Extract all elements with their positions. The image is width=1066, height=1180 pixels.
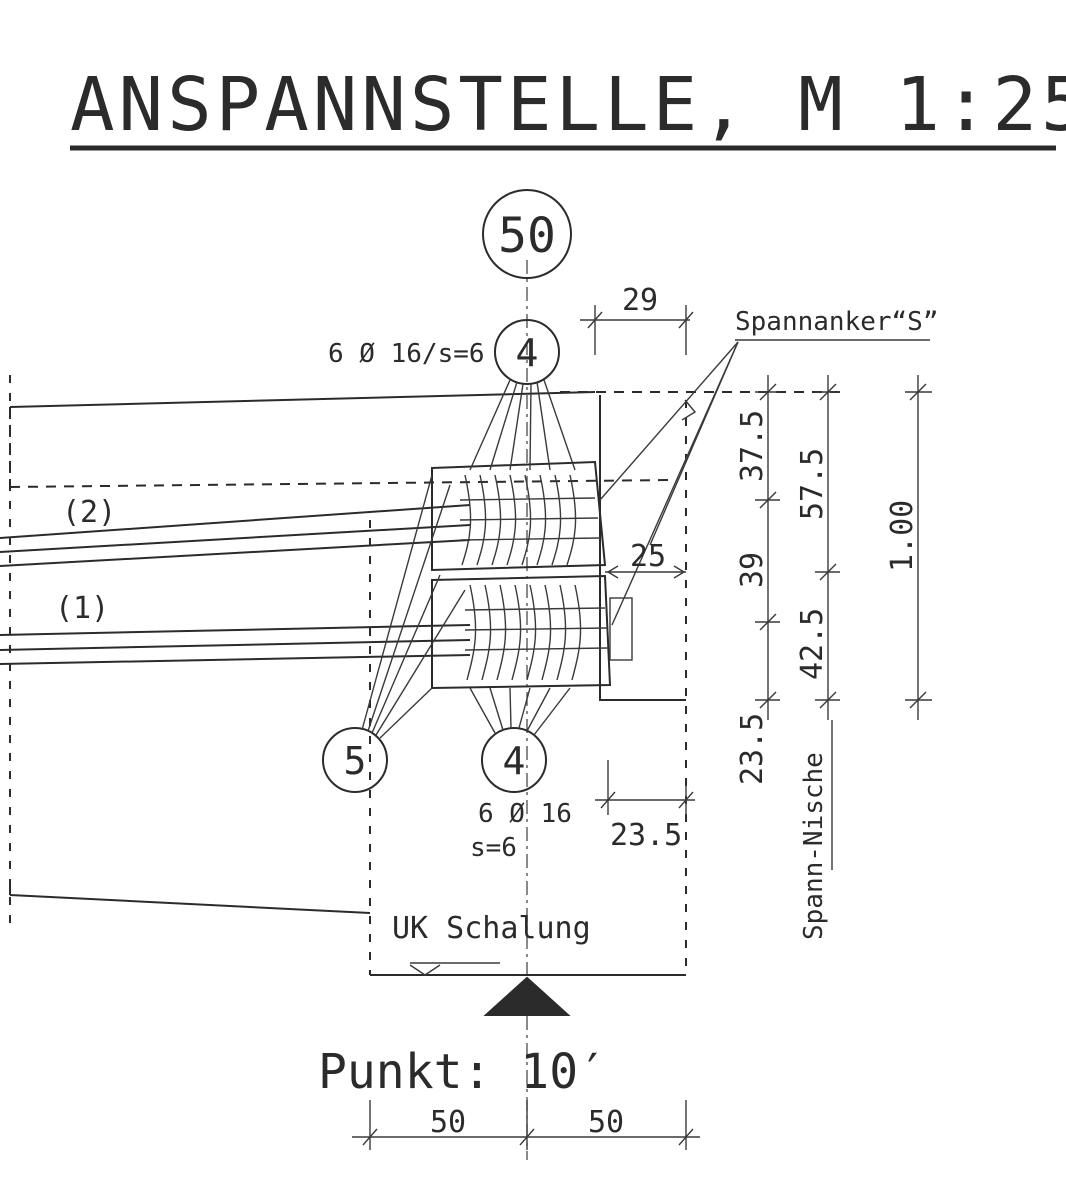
rebar-mark-top: 4 — [469, 319, 576, 471]
dim-total: 1.00 — [885, 375, 932, 720]
point-marker-triangle — [483, 976, 571, 1016]
rebar-mark-bottom: 4 — [469, 687, 571, 793]
niche-outline — [369, 395, 687, 976]
dim-chain-1-a: 37.5 — [735, 410, 770, 482]
formwork-label: UK Schalung — [392, 911, 591, 946]
anchor-callout: Spannanker“S” — [599, 307, 939, 626]
rebar-bottom-label-line1: 6 Ø 16 — [478, 799, 572, 829]
dim-base-left: 50 — [430, 1105, 466, 1140]
dim-chain-2-a: 57.5 — [795, 448, 830, 520]
dim-total-value: 1.00 — [885, 500, 920, 572]
point-label: Punkt: 10′ — [318, 1044, 607, 1100]
dim-chain-1-c: 23.5 — [735, 713, 770, 785]
tendon-1-label: (1) — [55, 591, 109, 626]
anchor-lower — [431, 574, 633, 690]
anchor-label: Spannanker“S” — [735, 307, 939, 337]
rebar-top-number: 4 — [516, 331, 539, 375]
rebar-bottom-label-line2: s=6 — [470, 833, 517, 863]
dim-bottom-width-value: 23.5 — [610, 818, 682, 853]
tendon-2-label: (2) — [62, 495, 116, 530]
anchor-upper — [431, 460, 607, 572]
dim-offset: 25 — [605, 539, 686, 579]
slab-outline — [9, 375, 840, 930]
dim-bottom-width: 23.5 — [595, 760, 695, 853]
dim-base: 50 50 — [352, 1100, 700, 1150]
dim-top-width-value: 29 — [622, 283, 658, 318]
dim-chain-2: 57.5 42.5 — [795, 375, 840, 720]
niche-label-text: Spann-Nische — [799, 752, 829, 940]
rebar-bottom-number: 4 — [503, 739, 526, 783]
rebar-side-number: 5 — [344, 739, 367, 783]
dim-chain-1: 37.5 39 23.5 — [735, 375, 780, 785]
dim-chain-2-b: 42.5 — [795, 608, 830, 680]
tendon-lines: (2) (1) — [0, 495, 471, 665]
dim-top-width: 29 — [580, 283, 694, 355]
dim-base-right: 50 — [588, 1105, 624, 1140]
rebar-mark-side: 5 — [322, 474, 466, 793]
niche-label: Spann-Nische — [799, 720, 833, 940]
drawing-title: ANSPANNSTELLE, M 1:25 — [70, 62, 1066, 151]
dim-offset-value: 25 — [630, 539, 666, 574]
axis-number: 50 — [498, 208, 556, 264]
title-text: ANSPANNSTELLE, M 1:25 — [70, 62, 1066, 148]
rebar-top-label: 6 Ø 16/s=6 — [328, 339, 485, 369]
dim-chain-1-b: 39 — [735, 552, 770, 588]
axis-marker: 50 — [482, 189, 572, 279]
